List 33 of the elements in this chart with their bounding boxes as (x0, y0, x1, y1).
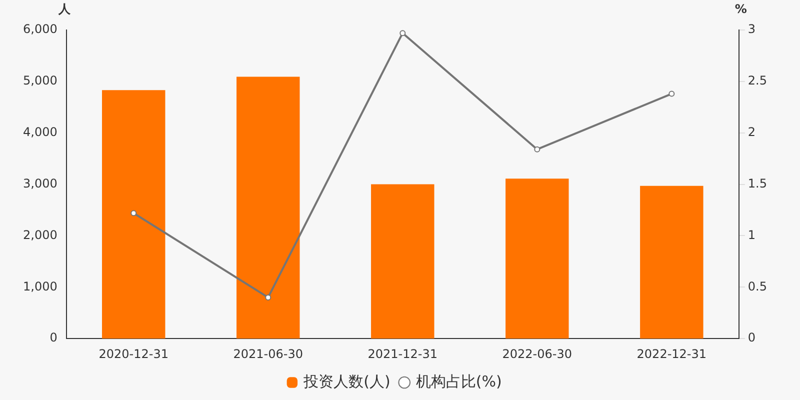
y-axis-title: 人 (57, 2, 72, 16)
y2-tick-label: 1.5 (748, 176, 768, 190)
x-tick-label: 2020-12-31 (98, 346, 168, 361)
x-tick-label: 2021-12-31 (368, 346, 438, 361)
legend-label: 投资人数(人) (302, 372, 390, 390)
y2-axis-title: % (734, 2, 747, 16)
bar (236, 76, 300, 339)
bar (102, 90, 166, 339)
point (130, 210, 137, 216)
point (534, 146, 540, 152)
y-tick-label: 3,000 (22, 176, 58, 190)
y2-tick-label: 2 (748, 124, 756, 139)
y-tick-label: 2,000 (22, 228, 58, 242)
bar (640, 186, 704, 339)
bar (506, 178, 569, 339)
y2-tick-label: 0 (748, 330, 756, 345)
y-tick-label: 1,000 (22, 279, 58, 294)
y-tick-label: 5,000 (22, 74, 58, 88)
y2-tick-label: 2.5 (748, 74, 768, 88)
y2-tick-label: 1 (748, 228, 756, 242)
x-tick-label: 2022-12-31 (636, 346, 707, 361)
point (400, 30, 406, 36)
legend-label: 机构占比(%) (416, 372, 502, 390)
x-tick-label: 2022-06-30 (502, 346, 572, 361)
y-tick-label: 6,000 (22, 22, 58, 36)
bar (371, 184, 434, 339)
point (668, 90, 675, 97)
point (265, 294, 272, 300)
y-tick-label: 4,000 (22, 124, 58, 139)
x-tick-label: 2021-06-30 (233, 346, 303, 361)
y2-tick-label: 0.5 (748, 279, 768, 294)
y-tick-label: 0 (50, 330, 58, 345)
y2-tick-label: 3 (748, 22, 756, 36)
